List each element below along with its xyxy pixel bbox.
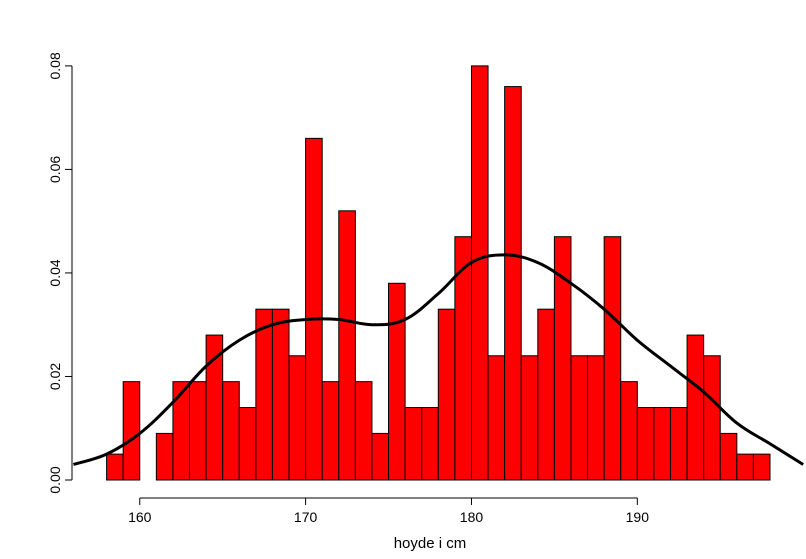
histogram-bar bbox=[272, 309, 289, 480]
histogram-bar bbox=[588, 356, 605, 480]
y-tick-label: 0.06 bbox=[47, 156, 63, 183]
histogram-bar bbox=[621, 382, 638, 480]
histogram-bar bbox=[306, 138, 323, 480]
histogram-bar bbox=[355, 382, 372, 480]
x-tick-label: 170 bbox=[294, 509, 318, 525]
y-tick-label: 0.08 bbox=[47, 52, 63, 79]
histogram-bar bbox=[488, 356, 505, 480]
histogram-bar bbox=[156, 433, 173, 480]
y-tick-label: 0.00 bbox=[47, 466, 63, 493]
histogram-bar bbox=[223, 382, 240, 480]
histogram-bar bbox=[571, 356, 588, 480]
y-tick-label: 0.02 bbox=[47, 363, 63, 390]
histogram-bar bbox=[654, 408, 671, 480]
histogram-bar bbox=[339, 211, 356, 480]
histogram-bar bbox=[289, 356, 306, 480]
histogram-bar bbox=[704, 356, 721, 480]
histogram-bar bbox=[604, 237, 621, 480]
histogram-bar bbox=[422, 408, 439, 480]
histogram-bar bbox=[438, 309, 455, 480]
histogram-bar bbox=[389, 283, 406, 480]
histogram-bar bbox=[538, 309, 555, 480]
histogram-bar bbox=[372, 433, 389, 480]
histogram-bar bbox=[471, 66, 488, 480]
histogram-bar bbox=[505, 87, 522, 480]
x-tick-label: 190 bbox=[626, 509, 650, 525]
histogram-bar bbox=[687, 335, 704, 480]
histogram-bar bbox=[256, 309, 273, 480]
x-tick-label: 160 bbox=[128, 509, 152, 525]
histogram-bar bbox=[670, 408, 687, 480]
histogram-bar bbox=[107, 454, 124, 480]
histogram-bar bbox=[637, 408, 654, 480]
histogram-bar bbox=[123, 382, 140, 480]
histogram-bar bbox=[405, 408, 422, 480]
histogram-bar bbox=[190, 382, 207, 480]
histogram-bar bbox=[720, 433, 737, 480]
x-tick-label: 180 bbox=[460, 509, 484, 525]
histogram-bar bbox=[521, 356, 538, 480]
histogram-bar bbox=[737, 454, 754, 480]
chart-svg: 160 170 180 190 hoyde i cm 0.00 0.02 0.04 0.06 0.… bbox=[0, 0, 806, 559]
histogram-chart: 160 170 180 190 hoyde i cm 0.00 0.02 0.04 0.06 0.… bbox=[0, 0, 806, 559]
histogram-bar bbox=[322, 382, 339, 480]
x-axis-label: hoyde i cm bbox=[394, 535, 467, 552]
y-tick-label: 0.04 bbox=[47, 259, 63, 286]
histogram-bar bbox=[173, 382, 190, 480]
histogram-bar bbox=[753, 454, 770, 480]
histogram-bar bbox=[239, 408, 256, 480]
